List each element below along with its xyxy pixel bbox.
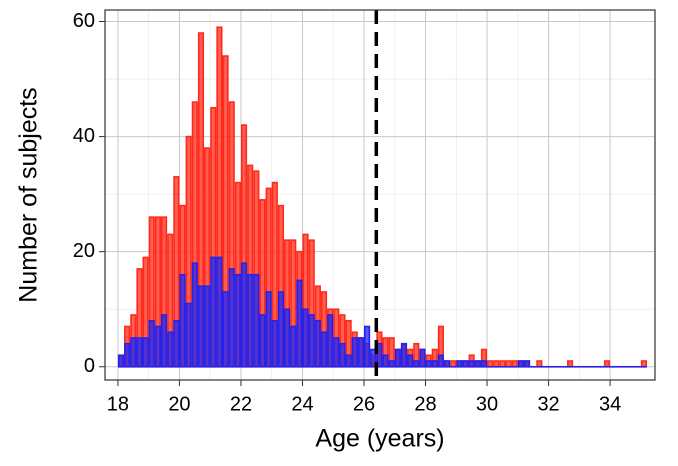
histogram-bar [143,338,148,367]
histogram-bar [519,361,524,367]
histogram-bar [463,361,468,367]
histogram-bar [193,263,198,367]
histogram-bar [149,321,154,367]
histogram-bar [340,344,345,367]
histogram-bar [445,361,450,367]
x-tick-label: 26 [353,393,375,415]
x-tick-label: 32 [537,393,559,415]
histogram-bar [439,355,444,367]
histogram-bar [162,315,167,367]
histogram-bar [402,344,407,367]
histogram-bar [217,257,222,366]
histogram-bar [303,309,308,367]
histogram-bar [605,361,610,367]
x-tick-label: 24 [291,393,313,415]
histogram-bar [525,361,530,367]
histogram-bar [359,338,364,367]
histogram-bar [426,361,431,367]
histogram-bar [174,321,179,367]
histogram-bar [211,257,216,366]
histogram-bar [137,338,142,367]
histogram-bar [457,361,462,367]
histogram-bar [273,321,278,367]
x-tick-label: 18 [107,393,129,415]
histogram-bar [451,361,456,367]
histogram-bar [494,361,499,367]
histogram-bar [125,344,130,367]
histogram-bar [396,350,401,367]
y-tick-label: 40 [73,125,95,147]
histogram-bar [254,275,259,367]
y-tick-label: 20 [73,240,95,262]
histogram-bar [482,361,487,367]
histogram-bar [365,326,370,366]
histogram-bar [476,361,481,367]
histogram-bar [180,275,185,367]
histogram-bar [432,361,437,367]
histogram-bar [279,292,284,367]
histogram-bar [242,263,247,367]
histogram-bar [297,280,302,366]
y-tick-label: 0 [84,355,95,377]
y-axis-label: Number of subjects [15,87,43,302]
x-tick-label: 22 [230,393,252,415]
histogram-bar [346,355,351,367]
histogram-bar [223,292,228,367]
histogram-bar [236,275,241,367]
histogram-bar [500,361,505,367]
histogram-bar [205,286,210,367]
histogram-bar [199,286,204,367]
histogram-bar [506,361,511,367]
x-axis-label: Age (years) [315,425,444,453]
histogram-bar [353,338,358,367]
histogram-bar [156,326,161,366]
y-tick-label: 60 [73,10,95,32]
histogram-bar [186,303,191,366]
histogram-bar [488,361,493,367]
histogram-bar [512,361,517,367]
histogram-bar [168,332,173,367]
histogram-bar [316,321,321,367]
x-tick-label: 30 [476,393,498,415]
histogram-bar [568,361,573,367]
x-tick-label: 20 [168,393,190,415]
histogram-bar [414,361,419,367]
histogram-bar [537,361,542,367]
histogram-bar [309,315,314,367]
histogram-bar [408,355,413,367]
histogram-bar [229,269,234,367]
histogram-bar [420,350,425,367]
histogram-bar [248,275,253,367]
histogram-bar [285,309,290,367]
histogram-bar [642,361,647,367]
histogram-bar [266,292,271,367]
histogram-bar [328,315,333,367]
x-tick-label: 34 [599,393,621,415]
x-tick-label: 28 [414,393,436,415]
histogram-bar [322,332,327,367]
histogram-bar [334,338,339,367]
histogram-bar [119,355,124,367]
histogram-bar [383,355,388,367]
histogram-bar [469,361,474,367]
histogram-bar [291,326,296,366]
histogram-bar [260,315,265,367]
histogram-bar [131,338,136,367]
histogram-bar [389,361,394,367]
